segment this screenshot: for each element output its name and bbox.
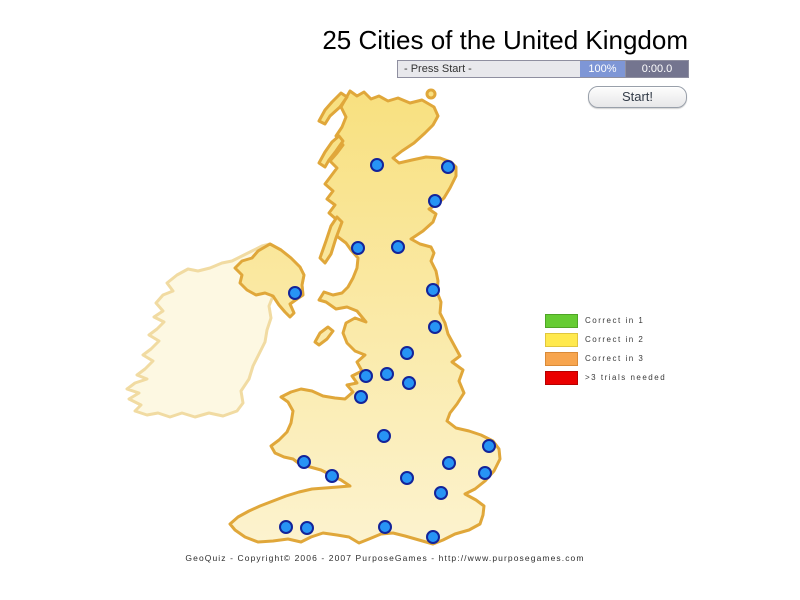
city-marker[interactable] [426, 283, 440, 297]
city-marker[interactable] [377, 429, 391, 443]
legend-label: Correct in 3 [585, 354, 645, 363]
city-marker[interactable] [378, 520, 392, 534]
legend-item: >3 trials needed [545, 370, 667, 385]
city-marker[interactable] [391, 240, 405, 254]
legend-item: Correct in 2 [545, 332, 666, 347]
city-marker[interactable] [400, 346, 414, 360]
city-marker[interactable] [478, 466, 492, 480]
legend-label: Correct in 1 [585, 316, 645, 325]
city-marker[interactable] [434, 486, 448, 500]
legend-item: Correct in 1 [545, 313, 666, 328]
start-button[interactable]: Start! [588, 86, 687, 108]
legend: Correct in 1 Correct in 2 Correct in 3 >3 t… [545, 313, 667, 390]
legend-label: >3 trials needed [585, 373, 667, 382]
legend-swatch [545, 332, 578, 347]
score-percent: 100% [580, 61, 625, 77]
northern-ireland-region [233, 242, 306, 319]
city-marker[interactable] [370, 158, 384, 172]
kintyre-peninsula [318, 215, 344, 265]
city-markers-group [279, 158, 496, 544]
city-marker[interactable] [288, 286, 302, 300]
legend-swatch [545, 351, 578, 366]
legend-swatch [545, 370, 578, 385]
city-marker[interactable] [279, 520, 293, 534]
city-marker[interactable] [428, 320, 442, 334]
skye-island [317, 134, 345, 169]
city-marker[interactable] [426, 530, 440, 544]
city-marker[interactable] [400, 471, 414, 485]
legend-label: Correct in 2 [585, 335, 645, 344]
status-message: - Press Start - [398, 61, 580, 77]
status-bar: - Press Start - 100% 0:00.0 [397, 60, 689, 78]
city-marker[interactable] [441, 160, 455, 174]
legend-item: Correct in 3 [545, 351, 666, 366]
footer-credits: GeoQuiz - Copyright© 2006 - 2007 Purpose… [185, 553, 585, 563]
timer-display: 0:00.0 [625, 61, 688, 77]
city-marker[interactable] [325, 469, 339, 483]
city-marker[interactable] [300, 521, 314, 535]
isle-of-man [313, 325, 335, 347]
city-marker[interactable] [402, 376, 416, 390]
city-marker[interactable] [380, 367, 394, 381]
city-marker[interactable] [354, 390, 368, 404]
orkney-island [425, 88, 437, 100]
city-marker[interactable] [359, 369, 373, 383]
hebrides-island [317, 91, 349, 126]
city-marker[interactable] [482, 439, 496, 453]
city-marker[interactable] [442, 456, 456, 470]
city-marker[interactable] [297, 455, 311, 469]
city-marker[interactable] [428, 194, 442, 208]
page-title: 25 Cities of the United Kingdom [322, 25, 688, 55]
legend-swatch [545, 313, 578, 328]
city-marker[interactable] [351, 241, 365, 255]
